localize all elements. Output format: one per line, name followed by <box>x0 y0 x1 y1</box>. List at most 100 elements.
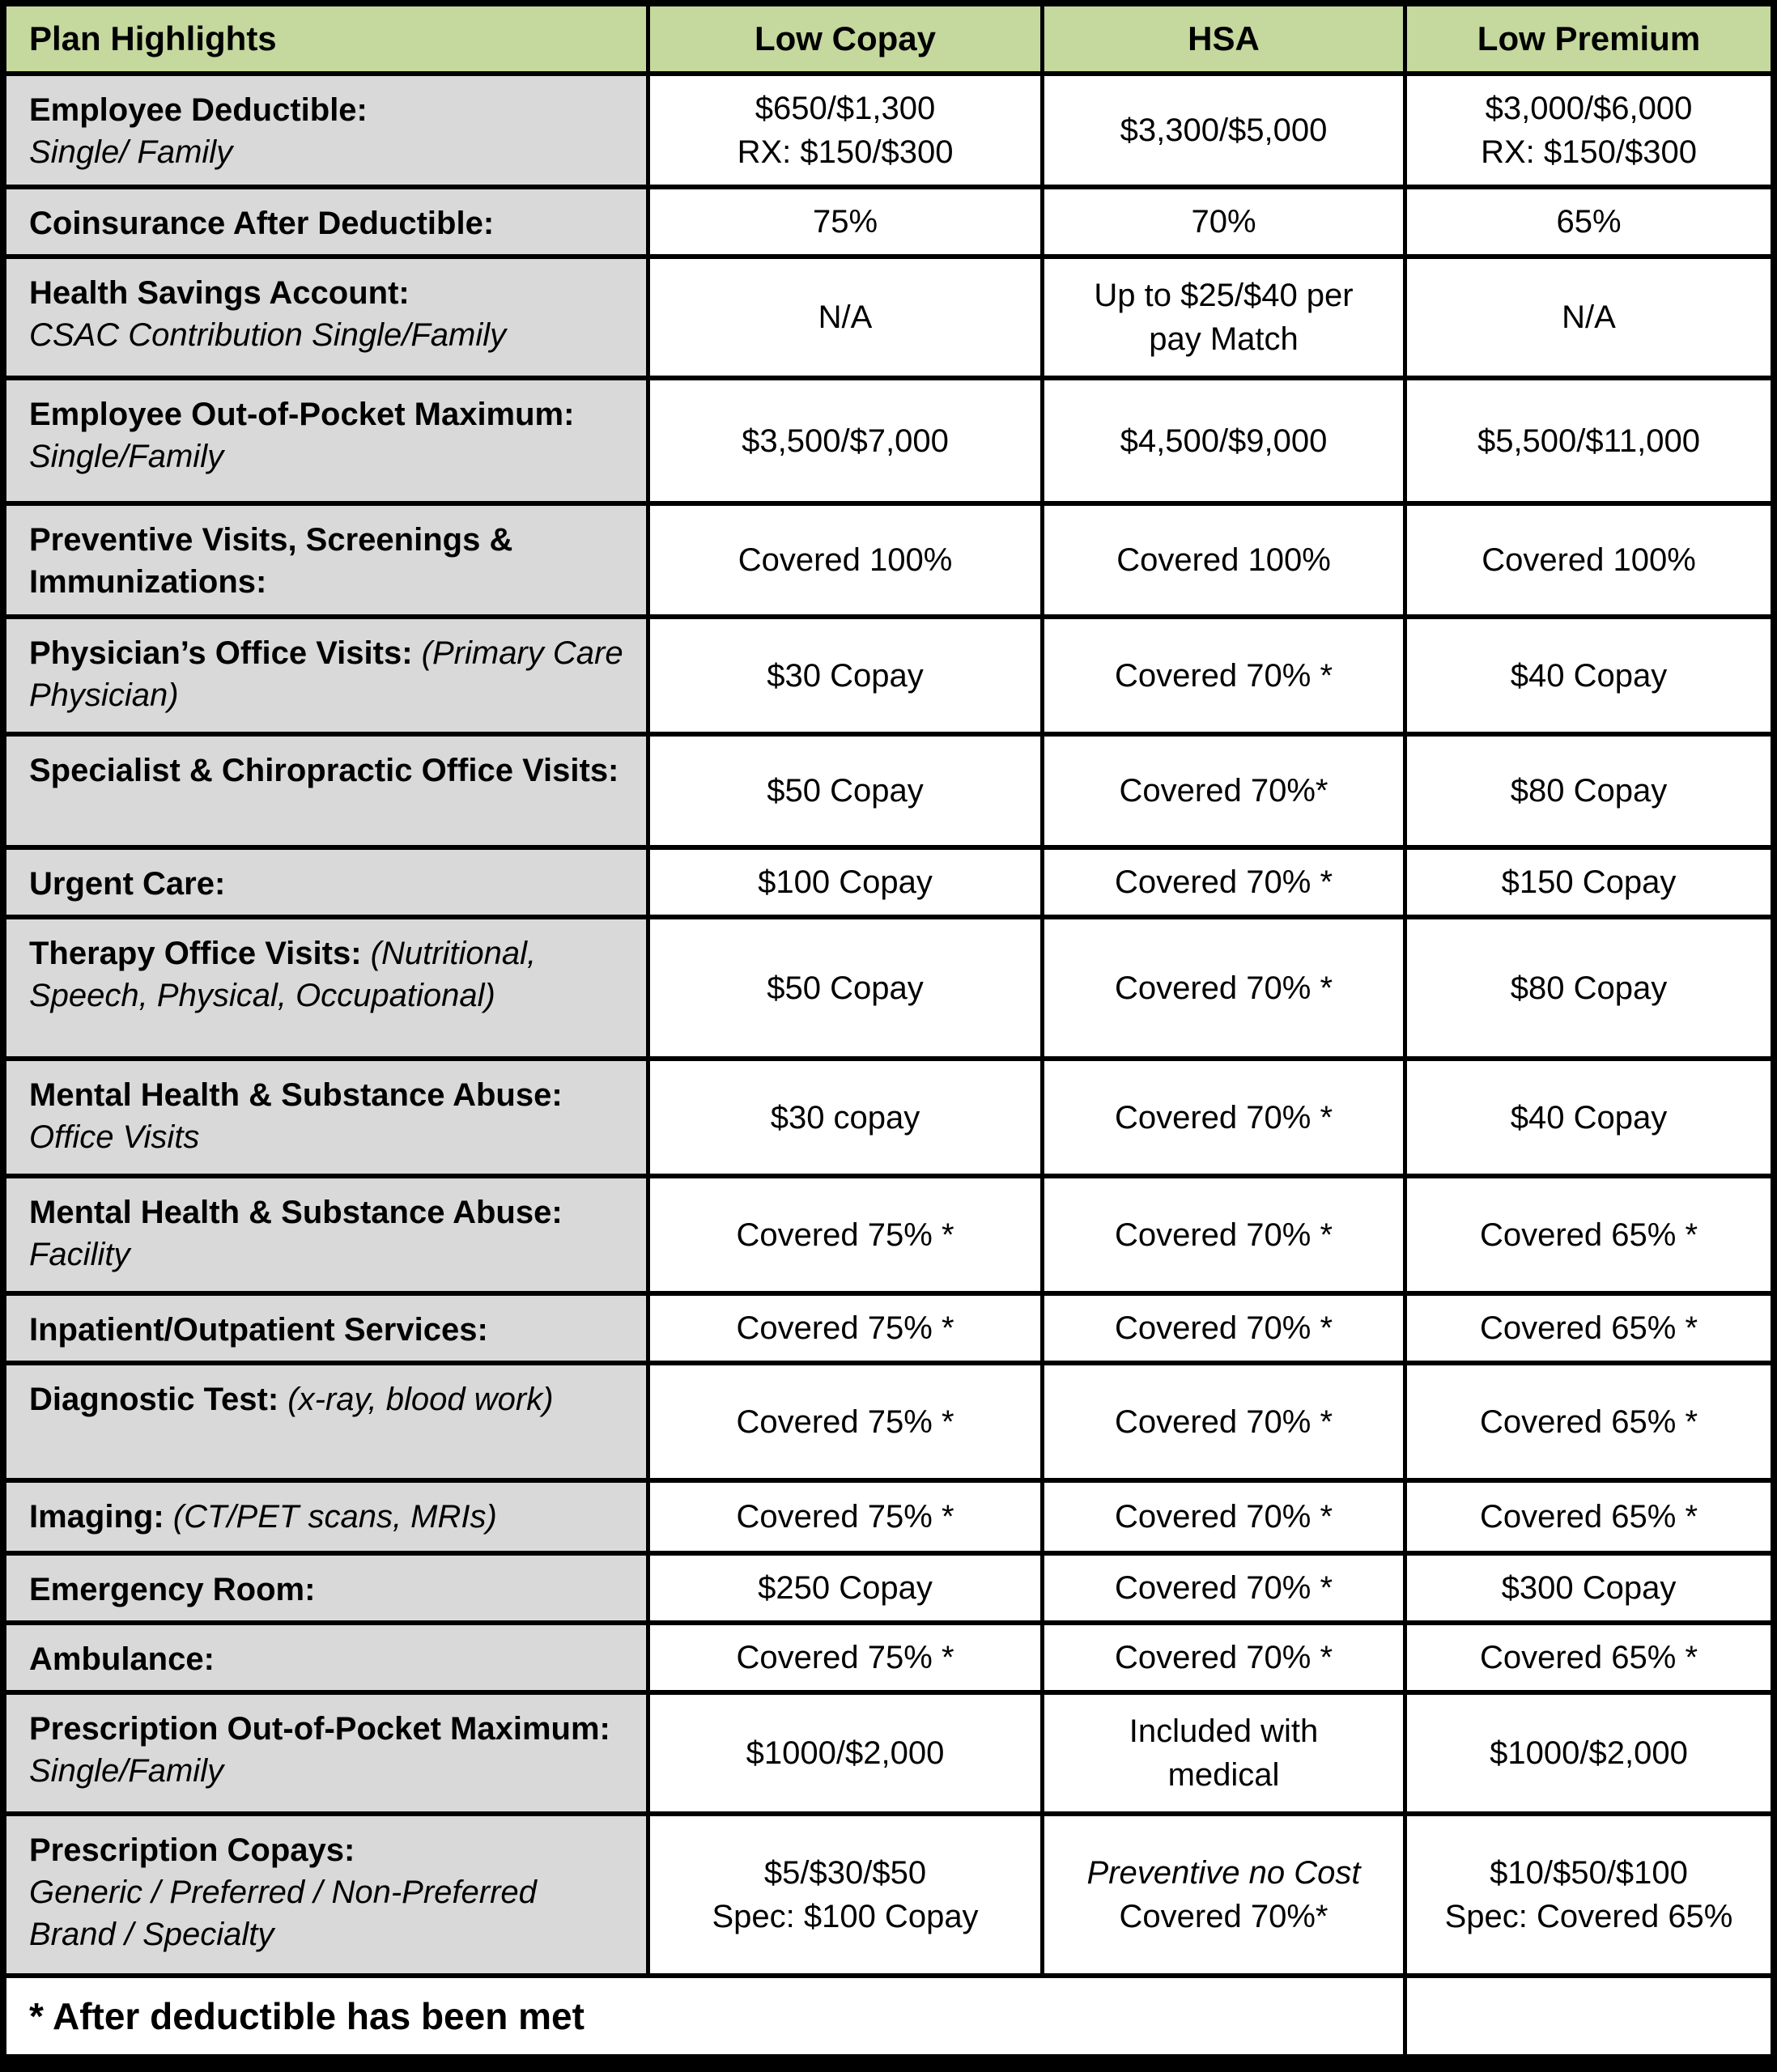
row-label-text: Urgent Care: <box>29 866 226 902</box>
value-cell: $5,500/$11,000 <box>1407 380 1771 501</box>
row-label: Preventive Visits, Screenings & Immuniza… <box>6 506 646 614</box>
value-line: Covered 65% * <box>1479 1640 1698 1675</box>
value-cell: Covered 70%* <box>1044 737 1403 845</box>
value-cell: 70% <box>1044 189 1403 254</box>
value-line: 75% <box>812 204 878 240</box>
value-line: $3,000/$6,000 <box>1485 91 1693 126</box>
row-label-subtext: Single/Family <box>29 1753 224 1789</box>
footnote-after-deductible: * After deductible has been met <box>6 1978 1403 2054</box>
value-cell: Included with medical <box>1044 1695 1403 1811</box>
value-line: Spec: Covered 65% <box>1444 1899 1733 1934</box>
value-cell: $40 Copay <box>1407 1061 1771 1174</box>
value-line: pay Match <box>1149 321 1299 357</box>
value-cell: Covered 65% * <box>1407 1625 1771 1690</box>
value-cell: $3,500/$7,000 <box>650 380 1040 501</box>
value-line: Covered 70% * <box>1114 970 1333 1006</box>
value-line: Covered 70% * <box>1114 1216 1333 1253</box>
value-cell: Covered 65% * <box>1407 1178 1771 1291</box>
value-line: $5/$30/$50 <box>763 1855 927 1891</box>
value-cell: Covered 75% * <box>650 1178 1040 1291</box>
value-cell: Covered 100% <box>1044 506 1403 614</box>
value-line: Covered 100% <box>1116 542 1331 578</box>
value-cell: N/A <box>650 259 1040 376</box>
value-cell: Covered 65% * <box>1407 1296 1771 1361</box>
value-line: Covered 70% * <box>1114 1099 1333 1136</box>
value-line: $650/$1,300 <box>755 91 936 126</box>
value-line: Covered 65% * <box>1479 1499 1698 1535</box>
value-line: $150 Copay <box>1501 864 1677 900</box>
value-line: $40 Copay <box>1510 657 1668 694</box>
value-line: Covered 65% * <box>1479 1403 1698 1440</box>
value-line: N/A <box>1562 299 1616 335</box>
value-cell: Covered 100% <box>1407 506 1771 614</box>
row-label: Emergency Room: <box>6 1556 646 1620</box>
value-line: Covered 70% * <box>1114 1570 1333 1606</box>
row-label: Health Savings Account: CSAC Contribution… <box>6 259 646 376</box>
value-cell: $100 Copay <box>650 850 1040 915</box>
value-cell: $40 Copay <box>1407 619 1771 732</box>
value-line: $5,500/$11,000 <box>1477 422 1701 459</box>
row-label-subtext: (CT/PET scans, MRIs) <box>164 1499 497 1535</box>
row-label-subtext: Generic / Preferred / Non-Preferred Bran… <box>29 1875 537 1952</box>
row-label-text: Health Savings Account: <box>29 275 410 311</box>
value-cell: $650/$1,300 RX: $150/$300 <box>650 76 1040 185</box>
value-cell: Covered 70% * <box>1044 850 1403 915</box>
value-cell: 65% <box>1407 189 1771 254</box>
row-label-subtext: (Primary Care Physician) <box>29 635 623 713</box>
value-line: $50 Copay <box>767 970 924 1006</box>
value-line: Covered 65% * <box>1479 1216 1698 1253</box>
value-line: $80 Copay <box>1510 773 1668 809</box>
header-column-low-premium: Low Premium <box>1407 6 1771 71</box>
row-label: Therapy Office Visits: (Nutritional, Spe… <box>6 919 646 1056</box>
value-line: $3,500/$7,000 <box>742 422 949 459</box>
value-cell: Covered 75% * <box>650 1625 1040 1690</box>
value-line: Covered 70% * <box>1114 657 1333 694</box>
value-line: $10/$50/$100 <box>1490 1855 1688 1891</box>
value-cell: Covered 70% * <box>1044 1178 1403 1291</box>
row-label: Employee Deductible: Single/ Family <box>6 76 646 185</box>
value-line: $40 Copay <box>1510 1099 1668 1136</box>
value-cell: $1000/$2,000 <box>650 1695 1040 1811</box>
row-label-subtext: (Nutritional, Speech, Physical, Occupati… <box>29 936 537 1013</box>
value-cell: Covered 75% * <box>650 1483 1040 1551</box>
value-line: Covered 75% * <box>736 1310 954 1346</box>
value-cell: Covered 70% * <box>1044 1625 1403 1690</box>
value-line: N/A <box>818 299 873 335</box>
row-label-subtext: CSAC Contribution Single/Family <box>29 317 507 353</box>
value-line: Covered 100% <box>738 542 953 578</box>
value-line: Covered 70% * <box>1114 1403 1333 1440</box>
value-line: Covered 70% * <box>1114 1499 1333 1535</box>
value-cell: $250 Copay <box>650 1556 1040 1620</box>
row-label: Physician’s Office Visits: (Primary Care… <box>6 619 646 732</box>
value-cell: $4,500/$9,000 <box>1044 380 1403 501</box>
row-label-text: Mental Health & Substance Abuse: <box>29 1077 563 1113</box>
row-label: Mental Health & Substance Abuse: Office V… <box>6 1061 646 1174</box>
row-label: Coinsurance After Deductible: <box>6 189 646 254</box>
value-line: $30 Copay <box>767 657 924 694</box>
value-cell: N/A <box>1407 259 1771 376</box>
row-label-text: Prescription Out-of-Pocket Maximum: <box>29 1711 610 1747</box>
value-cell: $50 Copay <box>650 737 1040 845</box>
value-line: medical <box>1167 1757 1280 1793</box>
value-cell: $3,300/$5,000 <box>1044 76 1403 185</box>
row-label: Mental Health & Substance Abuse: Facility <box>6 1178 646 1291</box>
value-cell: Covered 70% * <box>1044 1296 1403 1361</box>
value-line: Covered 65% * <box>1479 1310 1698 1346</box>
value-cell: Covered 70% * <box>1044 1556 1403 1620</box>
value-cell: Covered 70% * <box>1044 919 1403 1056</box>
value-line: $250 Copay <box>758 1570 933 1606</box>
value-cell: Covered 70% * <box>1044 1365 1403 1478</box>
value-line: $100 Copay <box>758 864 933 900</box>
row-label-text: Employee Deductible: <box>29 92 368 128</box>
row-label-text: Inpatient/Outpatient Services: <box>29 1312 488 1348</box>
header-column-low-copay: Low Copay <box>650 6 1040 71</box>
row-label-text: Preventive Visits, Screenings & Immuniza… <box>29 522 513 600</box>
value-cell: $300 Copay <box>1407 1556 1771 1620</box>
row-label-subtext: Office Visits <box>29 1119 200 1155</box>
row-label-text: Imaging: <box>29 1499 164 1535</box>
row-label: Specialist & Chiropractic Office Visits: <box>6 737 646 845</box>
value-cell: $80 Copay <box>1407 737 1771 845</box>
value-cell: $3,000/$6,000 RX: $150/$300 <box>1407 76 1771 185</box>
value-cell: $150 Copay <box>1407 850 1771 915</box>
